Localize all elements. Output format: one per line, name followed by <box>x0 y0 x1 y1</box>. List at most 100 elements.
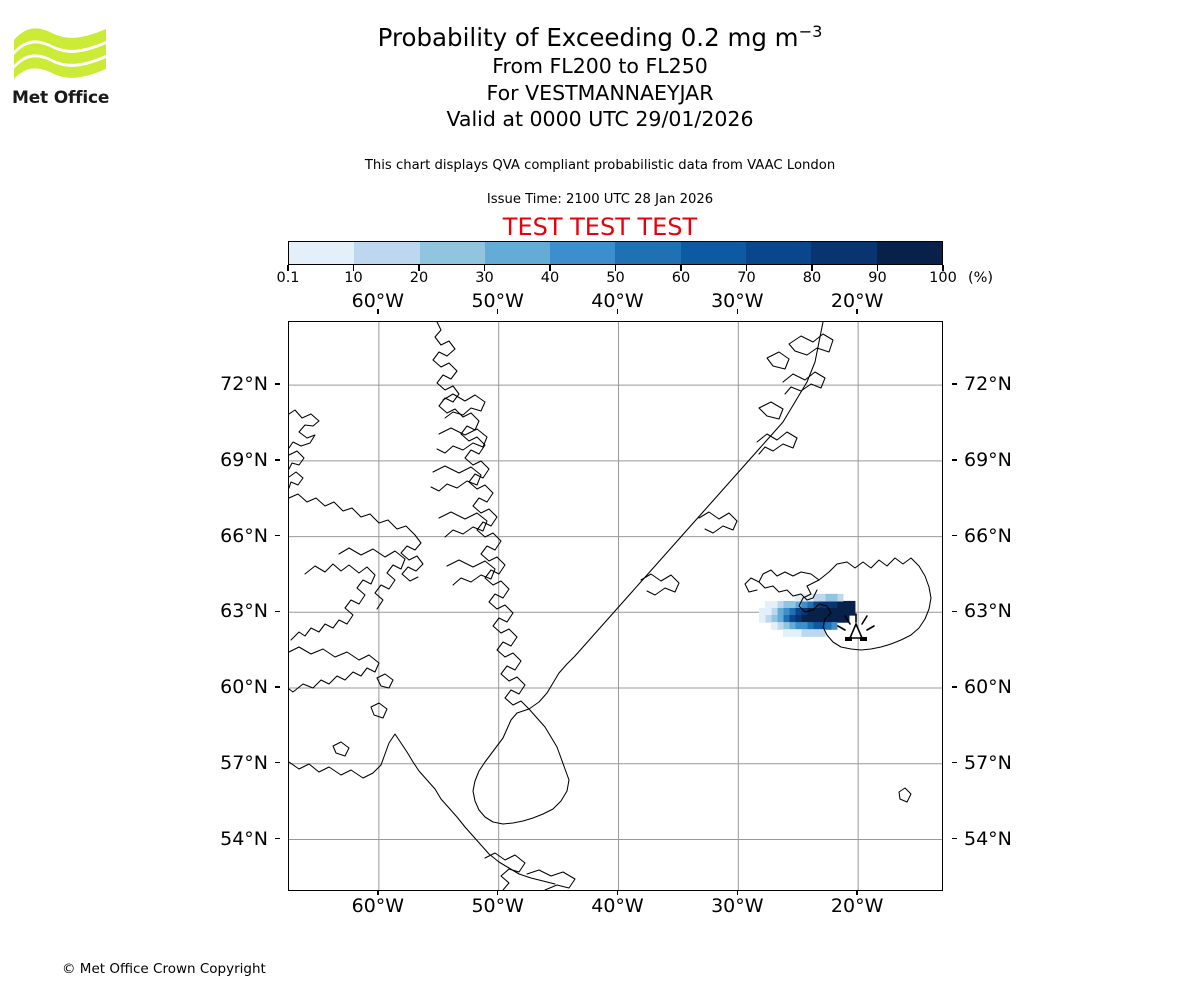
colorbar-band-7 <box>746 242 812 264</box>
colorbar-tick-label-0: 0.1 <box>276 270 300 286</box>
coastline-baffin-interior-a <box>290 563 376 641</box>
coastline-labrador-peninsula <box>289 733 556 885</box>
lon-tick-1 <box>496 890 499 895</box>
lat-label-6: 54°N <box>220 827 268 850</box>
lat-label-5: 57°N <box>964 751 1012 774</box>
coastline-newfoundland <box>526 869 576 890</box>
lat-label-6: 54°N <box>964 827 1012 850</box>
plume-cell <box>806 615 814 623</box>
plume-cell <box>830 615 838 623</box>
lat-label-4: 60°N <box>964 676 1012 699</box>
lon-tick-2 <box>616 890 619 895</box>
plume-cell <box>812 615 820 623</box>
plume-cell <box>836 593 844 602</box>
map-gridlines <box>289 322 942 890</box>
plume-cell <box>836 615 844 623</box>
lat-label-3: 63°N <box>220 600 268 623</box>
plume-cell <box>812 600 820 609</box>
colorbar-tick-9 <box>876 265 879 271</box>
colorbar-band-1 <box>354 242 420 264</box>
colorbar-tick-5 <box>614 265 617 271</box>
plume-cell <box>830 600 838 609</box>
coastline-greenland-fjord-a <box>442 393 486 419</box>
lat-tick-3 <box>952 610 957 612</box>
plume-cell <box>812 607 820 616</box>
probability-colorbar: 0.1 10 20 30 40 50 60 70 80 90 100 <box>276 241 957 286</box>
colorbar-tick-7 <box>745 265 748 271</box>
coastline-greenland-east-fjords-b <box>698 511 738 534</box>
plume-cell <box>788 622 796 630</box>
chart-title-valid-time: Valid at 0000 UTC 29/01/2026 <box>446 107 754 131</box>
lon-label-3: 30°W <box>711 290 764 312</box>
plume-cell <box>782 629 790 637</box>
plume-cell <box>818 615 826 623</box>
colorbar-band-2 <box>419 242 485 264</box>
coastline-greenland-fjord-d <box>438 511 488 538</box>
lon-tick-3 <box>736 309 738 314</box>
coastline-greenland-east <box>528 322 824 710</box>
coastline-greenland-east-fjords <box>640 573 680 596</box>
coastline-iceland-nw-tip <box>744 577 760 593</box>
plume-cell <box>818 622 826 630</box>
colorbar-band-8 <box>811 242 877 264</box>
plume-cell <box>806 622 814 630</box>
chart-title-flight-levels: From FL200 to FL250 <box>492 54 708 78</box>
lon-tick-4 <box>856 890 858 895</box>
plume-cell <box>824 615 832 623</box>
plume-cell <box>818 593 826 602</box>
lat-tick-5 <box>952 762 957 764</box>
plume-cell <box>800 629 808 637</box>
plume-cell <box>782 607 790 616</box>
coastline-greenland-fjord-c <box>430 465 482 492</box>
colorbar-ticks <box>287 265 944 272</box>
plume-cell <box>794 615 802 623</box>
met-office-logo: Met Office <box>12 24 122 114</box>
coastline-greenland-fjord-b <box>436 427 488 454</box>
chart-title-block: Probability of Exceeding 0.2 mg m−3 From… <box>0 22 1200 133</box>
plume-cell <box>818 607 826 616</box>
plume-cell <box>782 622 790 630</box>
colorbar-unit-label: (%) <box>968 270 994 286</box>
colorbar-band-3 <box>484 242 551 264</box>
colorbar-tick-label-9: 90 <box>868 270 887 286</box>
colorbar-tick-label-7: 70 <box>737 270 756 286</box>
lon-label-0: 60°W <box>351 895 405 917</box>
lon-label-2: 40°W <box>591 290 644 312</box>
lat-label-0: 72°N <box>964 373 1012 396</box>
lat-label-5: 57°N <box>220 751 268 774</box>
lat-tick-0 <box>275 383 280 385</box>
plume-cell <box>776 600 784 609</box>
lat-label-2: 66°N <box>964 524 1012 547</box>
lat-tick-3 <box>275 610 280 612</box>
plume-cell <box>812 622 820 630</box>
plume-cell <box>764 607 772 616</box>
colorbar-tick-label-10: 100 <box>929 270 957 286</box>
met-office-logo-text: Met Office <box>12 88 110 108</box>
plume-cell <box>770 607 778 616</box>
plume-cell <box>782 600 790 609</box>
plume-cell <box>788 607 796 616</box>
map-plot-area[interactable] <box>288 321 943 891</box>
coastline-iceland-westfjords <box>758 569 820 601</box>
plume-cell <box>830 622 838 630</box>
lon-tick-2 <box>616 309 619 314</box>
lon-label-4: 20°W <box>830 290 884 312</box>
colorbar-tick-label-2: 20 <box>409 270 429 286</box>
coastline-greenland-west <box>432 322 530 710</box>
plume-cell <box>824 593 832 602</box>
lat-tick-4 <box>952 686 957 688</box>
plume-cell <box>800 600 808 609</box>
plume-cell <box>836 607 844 616</box>
plume-cell <box>770 600 778 609</box>
plume-cell <box>794 600 802 609</box>
colorbar-tick-labels: 0.1 10 20 30 40 50 60 70 80 90 100 <box>276 270 956 288</box>
plume-cell <box>788 600 796 609</box>
plume-cell <box>788 629 796 637</box>
plume-cell <box>824 607 832 616</box>
chart-title-volcano: For VESTMANNAEYJAR <box>486 80 714 105</box>
colorbar-band-0 <box>289 242 355 264</box>
lat-tick-5 <box>275 762 280 764</box>
colorbar-tick-8 <box>811 265 813 271</box>
coastline-greenland-ne-island-c <box>758 401 784 420</box>
lat-label-3: 63°N <box>964 600 1012 623</box>
